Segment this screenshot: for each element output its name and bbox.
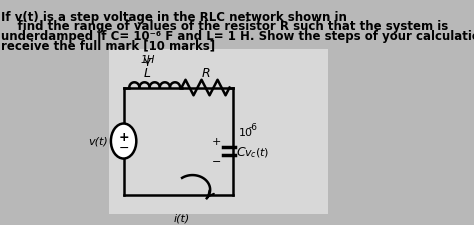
Text: −: −: [118, 142, 129, 155]
Circle shape: [111, 124, 137, 159]
Text: underdamped if C= 10⁻⁶ F and L= 1 H. Show the steps of your calculation to: underdamped if C= 10⁻⁶ F and L= 1 H. Sho…: [1, 30, 474, 43]
Text: $v_c(t)$: $v_c(t)$: [245, 146, 270, 160]
Text: +: +: [212, 137, 221, 147]
Text: R: R: [201, 68, 210, 80]
Text: receive the full mark [10 marks]: receive the full mark [10 marks]: [1, 40, 216, 53]
Bar: [109, 49, 328, 214]
Text: find the range of values of the resistor R such that the system is: find the range of values of the resistor…: [1, 20, 449, 34]
Text: −: −: [212, 158, 221, 167]
Text: -6: -6: [249, 123, 258, 132]
Text: L: L: [144, 68, 151, 80]
Text: i(t): i(t): [174, 214, 190, 224]
Text: If v(t) is a step voltage in the RLC network shown in: If v(t) is a step voltage in the RLC net…: [1, 11, 347, 24]
Text: +: +: [118, 131, 129, 144]
Text: 1H: 1H: [140, 55, 155, 65]
Text: v(t): v(t): [88, 136, 108, 146]
Text: 10: 10: [239, 128, 253, 138]
Text: C: C: [237, 146, 246, 159]
